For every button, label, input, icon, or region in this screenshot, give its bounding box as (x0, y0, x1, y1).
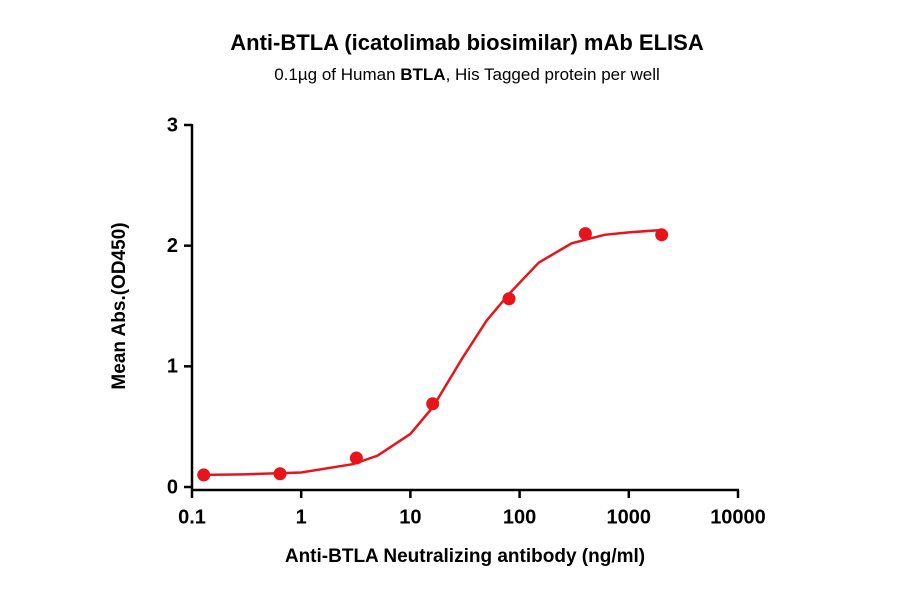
y-tick-label: 3 (167, 114, 178, 136)
x-tick-label: 1000 (607, 506, 652, 528)
x-tick-label: 1 (296, 506, 307, 528)
y-tick-label: 2 (167, 235, 178, 257)
x-axis-label: Anti-BTLA Neutralizing antibody (ng/ml) (285, 546, 645, 567)
data-point (502, 292, 516, 306)
subtitle-part: , His Tagged protein per well (446, 65, 660, 84)
data-point (273, 467, 287, 481)
data-point (349, 451, 363, 465)
chart-title: Anti-BTLA (icatolimab biosimilar) mAb EL… (230, 30, 704, 55)
chart-subtitle: 0.1µg of Human BTLA, His Tagged protein … (274, 65, 660, 84)
data-point (578, 227, 592, 241)
y-tick-label: 0 (167, 476, 178, 498)
data-point (655, 228, 669, 242)
x-tick-label: 100 (503, 506, 536, 528)
data-point (426, 397, 440, 411)
x-tick-label: 0.1 (178, 506, 206, 528)
fit-curve (203, 228, 662, 477)
y-tick-label: 1 (167, 356, 178, 378)
data-point (197, 468, 211, 482)
subtitle-part: BTLA (400, 65, 445, 84)
x-tick-label: 10 (399, 506, 421, 528)
y-axis-label: Mean Abs.(OD450) (109, 222, 130, 389)
subtitle-part: 0.1µg of Human (274, 65, 400, 84)
x-tick-label: 10000 (710, 506, 766, 528)
